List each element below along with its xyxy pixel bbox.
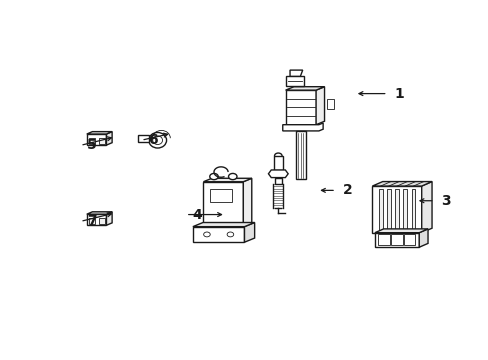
Text: 3: 3 [441, 194, 450, 208]
Polygon shape [203, 182, 243, 227]
Polygon shape [386, 189, 390, 230]
Polygon shape [394, 189, 398, 230]
Text: 5: 5 [87, 139, 97, 152]
Polygon shape [411, 189, 414, 230]
Polygon shape [268, 170, 287, 177]
Polygon shape [244, 222, 254, 242]
Polygon shape [403, 234, 415, 246]
Polygon shape [203, 178, 251, 182]
Polygon shape [421, 181, 431, 233]
Polygon shape [372, 186, 421, 233]
Polygon shape [378, 189, 382, 230]
Polygon shape [86, 214, 106, 225]
Polygon shape [285, 76, 304, 86]
Polygon shape [138, 135, 148, 141]
Polygon shape [274, 177, 282, 184]
Polygon shape [99, 138, 104, 144]
Text: 6: 6 [148, 133, 158, 147]
Polygon shape [86, 132, 112, 134]
Circle shape [209, 174, 218, 180]
Polygon shape [88, 218, 95, 224]
Polygon shape [106, 132, 112, 145]
Ellipse shape [148, 132, 166, 148]
Polygon shape [243, 178, 251, 227]
Polygon shape [282, 123, 323, 131]
Ellipse shape [152, 136, 162, 144]
Polygon shape [273, 156, 282, 170]
Polygon shape [374, 233, 418, 247]
Circle shape [226, 232, 233, 237]
Polygon shape [86, 134, 106, 145]
Polygon shape [418, 229, 427, 247]
Polygon shape [285, 90, 315, 125]
Polygon shape [377, 234, 389, 246]
Polygon shape [295, 131, 305, 179]
Circle shape [228, 174, 237, 180]
Text: 7: 7 [87, 215, 97, 229]
Polygon shape [403, 189, 407, 230]
Circle shape [274, 153, 282, 158]
Polygon shape [192, 222, 254, 227]
Polygon shape [289, 70, 302, 76]
Polygon shape [315, 87, 324, 125]
Polygon shape [99, 218, 104, 224]
Text: 1: 1 [394, 87, 404, 100]
Polygon shape [106, 212, 112, 225]
Polygon shape [210, 189, 231, 202]
Polygon shape [86, 212, 112, 214]
Polygon shape [374, 229, 427, 233]
Text: 4: 4 [192, 208, 202, 221]
Text: 2: 2 [342, 183, 352, 197]
Polygon shape [326, 99, 333, 109]
Polygon shape [285, 87, 324, 90]
Polygon shape [390, 234, 402, 246]
Polygon shape [88, 138, 95, 144]
Polygon shape [192, 227, 244, 242]
Circle shape [203, 232, 210, 237]
Polygon shape [372, 181, 431, 186]
